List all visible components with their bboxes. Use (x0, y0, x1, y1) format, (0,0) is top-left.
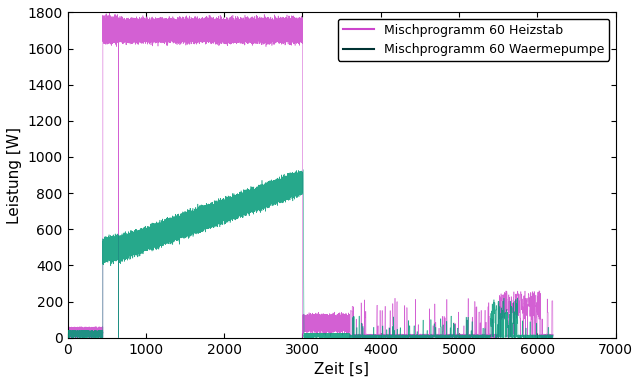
Y-axis label: Leistung [W]: Leistung [W] (7, 127, 22, 223)
Legend: Mischprogramm 60 Heizstab, Mischprogramm 60 Waermepumpe: Mischprogramm 60 Heizstab, Mischprogramm… (338, 19, 609, 61)
X-axis label: Zeit [s]: Zeit [s] (314, 362, 369, 377)
